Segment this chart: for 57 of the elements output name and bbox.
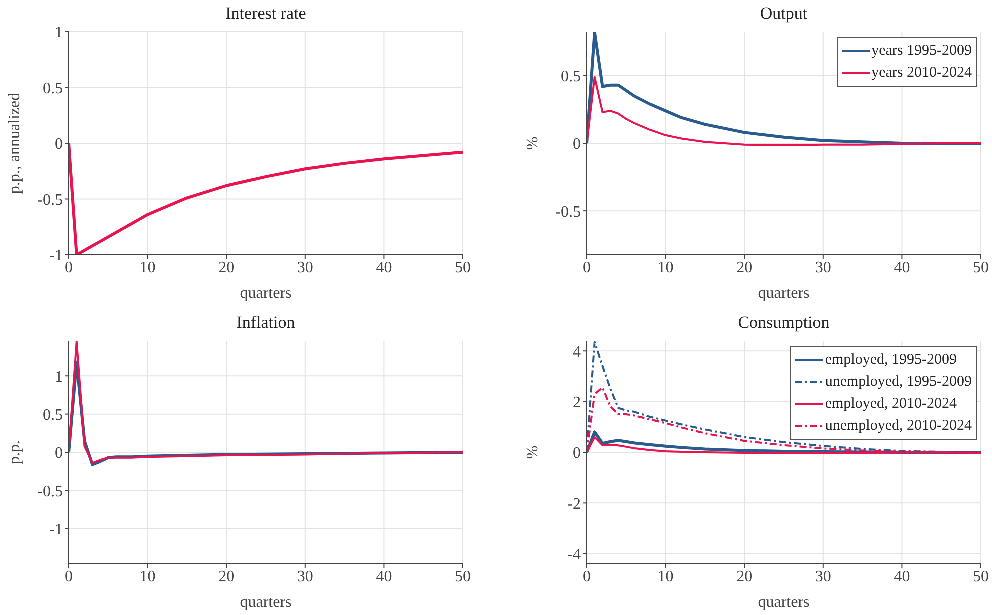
y-tick-label: -1: [50, 248, 63, 265]
y-tick-label: -0.5: [38, 483, 63, 500]
x-tick-label: 20: [218, 568, 235, 586]
y-tick-label: 1: [55, 368, 63, 386]
chart-title: Output: [759, 4, 809, 24]
y-tick-label: 2: [573, 394, 581, 412]
x-tick-label: 40: [376, 568, 392, 586]
x-tick-label: 20: [736, 568, 753, 586]
x-axis-title: quarters: [758, 594, 810, 611]
x-tick-label: 30: [297, 259, 314, 276]
y-tick-label: 0: [573, 445, 581, 462]
y-tick-label: 1: [55, 24, 63, 42]
y-tick-label: 0.5: [561, 68, 581, 86]
x-tick-label: 30: [815, 259, 832, 276]
x-tick-label: 20: [736, 259, 753, 276]
y-axis-title: p.p., annualized: [6, 92, 24, 194]
x-tick-label: 10: [658, 259, 674, 276]
y-tick-label: 0.5: [43, 80, 63, 98]
x-tick-label: 50: [455, 259, 471, 276]
y-tick-label: 0: [55, 136, 63, 154]
legend-label: unemployed, 2010-2024: [825, 417, 972, 436]
y-tick-label: 0: [573, 136, 581, 154]
legend-label: years 2010-2024: [872, 64, 972, 83]
x-tick-label: 10: [658, 568, 674, 586]
x-tick-label: 40: [894, 568, 910, 586]
x-axis-title: quarters: [758, 285, 810, 302]
chart-title: Consumption: [737, 313, 831, 333]
chart-title: Inflation: [236, 313, 296, 333]
x-tick-label: 40: [376, 259, 392, 276]
x-tick-label: 50: [973, 568, 989, 586]
x-tick-label: 50: [455, 568, 471, 586]
legend-label: years 1995-2009: [872, 42, 972, 61]
y-tick-label: -0.5: [38, 192, 63, 209]
y-tick-label: 0.5: [43, 406, 63, 424]
y-axis-title: %: [524, 446, 542, 460]
x-tick-label: 10: [140, 259, 156, 276]
legend-label: employed, 1995-2009: [825, 351, 957, 370]
y-tick-label: 0: [55, 445, 63, 462]
y-tick-label: -4: [568, 546, 581, 564]
x-axis-title: quarters: [240, 285, 292, 302]
line-series: [69, 341, 463, 464]
x-tick-label: 50: [973, 259, 989, 276]
x-tick-label: 40: [894, 259, 910, 276]
y-axis-title: p.p.: [6, 440, 24, 464]
chart-title: Interest rate: [224, 4, 308, 24]
x-tick-label: 30: [297, 568, 314, 586]
y-tick-label: -0.5: [556, 204, 581, 221]
legend-label: employed, 2010-2024: [825, 395, 957, 414]
x-tick-label: 10: [140, 568, 156, 586]
x-tick-label: 30: [815, 568, 832, 586]
y-axis-title: %: [524, 136, 542, 150]
x-tick-label: 20: [218, 259, 235, 276]
x-axis-title: quarters: [240, 594, 292, 611]
legend-label: unemployed, 1995-2009: [825, 373, 972, 392]
y-tick-label: 4: [573, 344, 581, 361]
y-tick-label: -1: [50, 522, 63, 539]
y-tick-label: -2: [568, 496, 581, 513]
